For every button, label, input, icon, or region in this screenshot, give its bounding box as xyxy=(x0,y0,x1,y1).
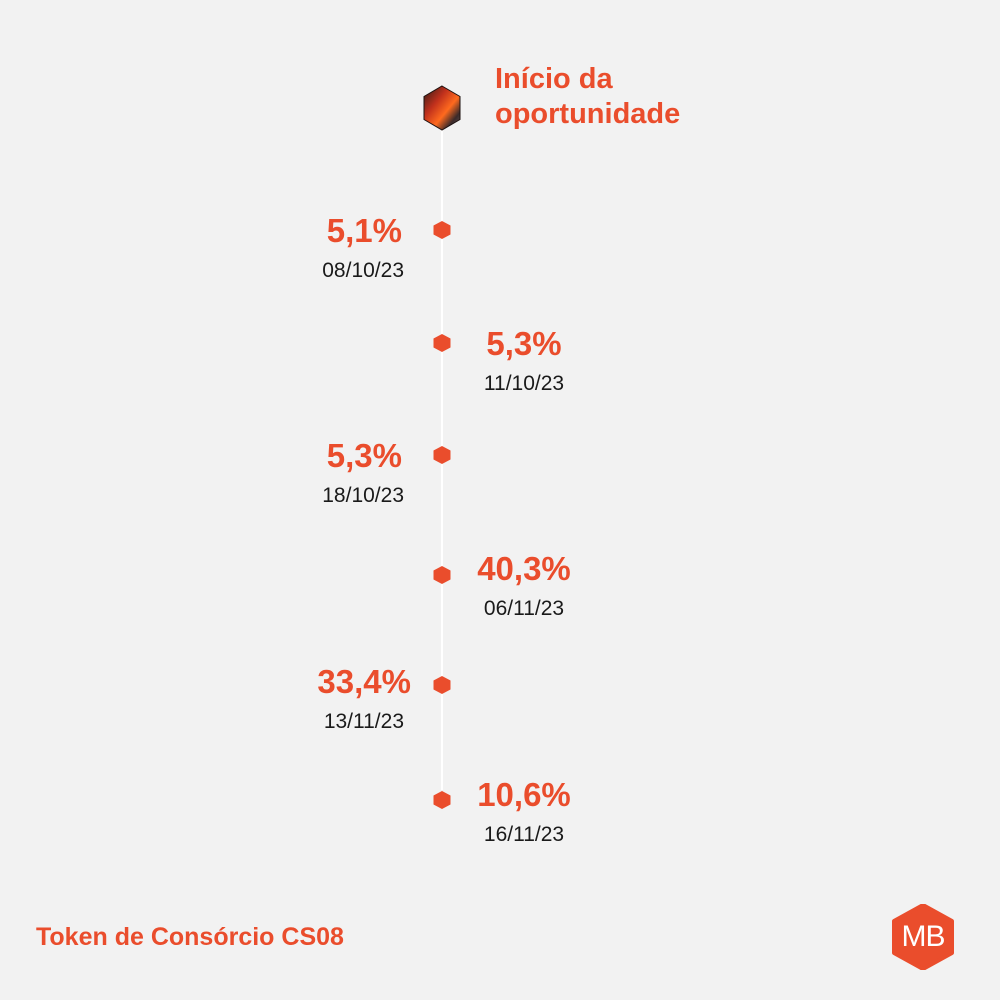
footer-title: Token de Consórcio CS08 xyxy=(36,923,344,951)
start-hexagon-icon xyxy=(423,85,461,131)
timeline-dot-icon xyxy=(433,446,451,464)
entry-date: 06/11/23 xyxy=(483,597,565,620)
start-title-line2: oportunidade xyxy=(495,98,681,130)
timeline-dot-icon xyxy=(433,334,451,352)
entry-date: 18/10/23 xyxy=(322,484,404,507)
logo-text: MB xyxy=(901,920,946,953)
entry-date: 16/11/23 xyxy=(483,823,565,846)
entry-percent: 10,6% xyxy=(477,776,571,813)
entry-date: 08/10/23 xyxy=(322,259,404,282)
start-title-line1: Início da xyxy=(495,63,613,95)
entry-percent: 5,3% xyxy=(326,437,402,474)
entry-date: 11/10/23 xyxy=(483,372,565,395)
timeline-dot-icon xyxy=(433,221,451,239)
timeline-dot-icon xyxy=(433,791,451,809)
timeline-dot-icon xyxy=(433,676,451,694)
entry-percent: 5,3% xyxy=(486,325,562,362)
entry-percent: 5,1% xyxy=(326,212,402,249)
timeline-dot-icon xyxy=(433,566,451,584)
entry-date: 13/11/23 xyxy=(323,710,404,733)
start-title: Início da oportunidade xyxy=(495,62,795,132)
mb-logo-icon xyxy=(892,904,954,970)
entry-percent: 33,4% xyxy=(317,663,411,700)
entry-percent: 40,3% xyxy=(477,550,571,587)
